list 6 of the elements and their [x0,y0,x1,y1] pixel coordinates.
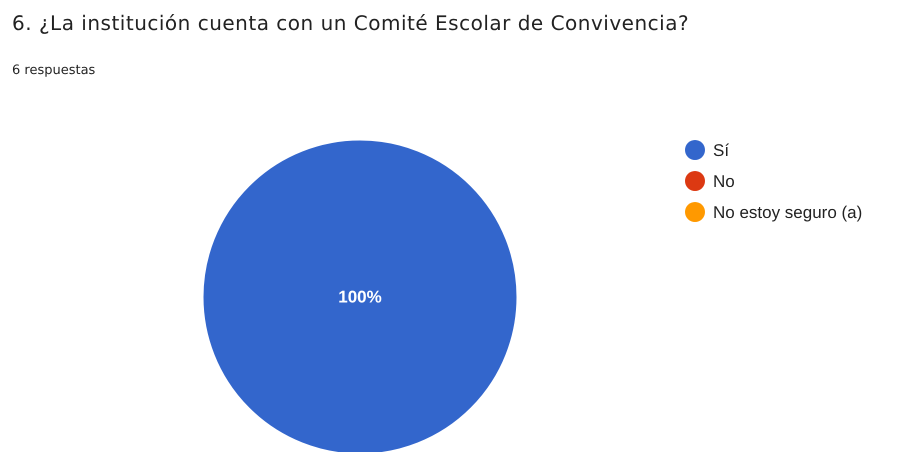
legend-label: No [713,172,735,191]
data-label: 100% [338,288,382,306]
chart-title: 6. ¿La institución cuenta con un Comité Escolar de Convivencia? [12,11,690,35]
legend-label: Sí [713,141,730,160]
text: 6 respuestas [12,63,96,78]
legend-label: No estoy seguro (a) [713,203,862,222]
